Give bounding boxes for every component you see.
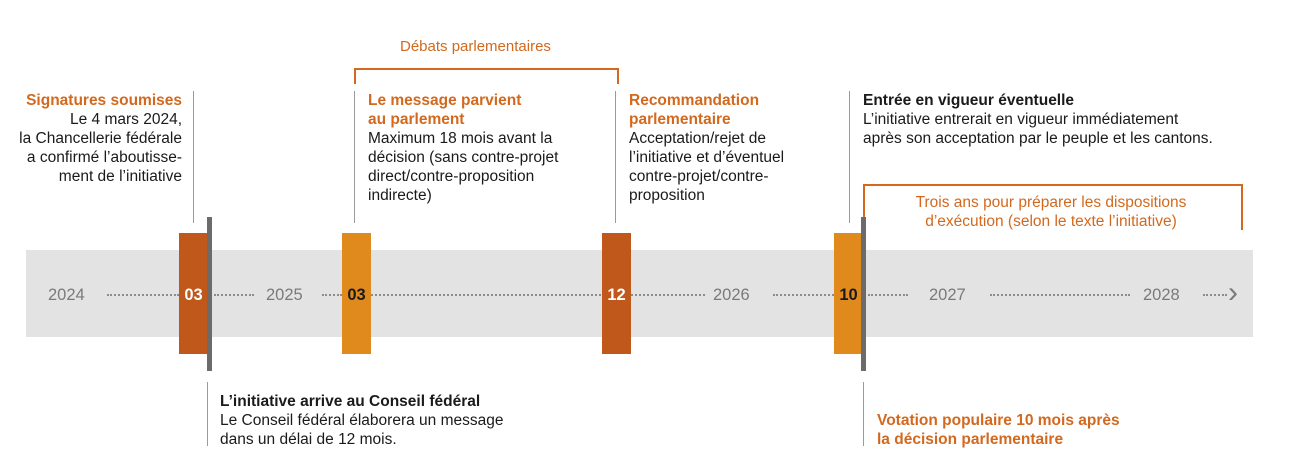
year-label: 2025	[266, 286, 303, 304]
event-signatures-line: ment de l’initiative	[58, 168, 182, 185]
event-conseil-line: dans un délai de 12 mois.	[220, 431, 397, 448]
event-trois-ans: Trois ans pour préparer les dispositions…	[870, 193, 1232, 231]
event-trois-ans-line: Trois ans pour préparer les dispositions	[915, 194, 1187, 211]
event-message-title: au parlement	[368, 111, 465, 128]
event-recommandation-line: contre-projet/contre-	[629, 168, 769, 185]
event-conseil-title: L’initiative arrive au Conseil fédéral	[220, 393, 481, 410]
connector-recommandation	[615, 91, 616, 223]
marker-block-march-2024	[179, 233, 208, 354]
debats-parlementaires-label: Débats parlementaires	[400, 38, 551, 55]
timeline-dots	[990, 294, 1130, 296]
event-votation: Votation populaire 10 mois après la déci…	[877, 411, 1177, 449]
event-message-line: Maximum 18 mois avant la	[368, 130, 553, 147]
marker-bar-votation	[861, 217, 866, 371]
marker-label: 10	[839, 286, 858, 304]
timeline-dots	[107, 294, 179, 296]
event-signatures-line: la Chancellerie fédérale	[19, 130, 182, 147]
event-message-title: Le message parvient	[368, 92, 522, 109]
event-trois-ans-line: d’exécution (selon le texte l’initiative…	[925, 213, 1177, 230]
timeline-dots	[214, 294, 254, 296]
connector-votation	[863, 382, 864, 446]
marker-label: 03	[184, 286, 203, 304]
event-signatures-line: Le 4 mars 2024,	[69, 111, 182, 128]
timeline-dots	[868, 294, 908, 296]
event-signatures-line: a confirmé l’aboutisse-	[26, 149, 182, 166]
timeline-dots	[773, 294, 834, 296]
timeline-band	[26, 250, 1253, 337]
event-entree: Entrée en vigueur éventuelle L’initiativ…	[863, 91, 1283, 148]
timeline-dots	[1203, 294, 1227, 296]
marker-label: 12	[607, 286, 626, 304]
connector-signatures	[193, 91, 194, 223]
event-recommandation-line: Acceptation/rejet de	[629, 130, 767, 147]
year-label: 2024	[48, 286, 85, 304]
marker-bar-conseil	[207, 217, 212, 371]
event-entree-title: Entrée en vigueur éventuelle	[863, 92, 1075, 109]
event-signatures-title: Signatures soumises	[26, 92, 182, 109]
year-label: 2028	[1143, 286, 1180, 304]
event-recommandation-title: parlementaire	[629, 111, 731, 128]
connector-message	[354, 91, 355, 223]
year-label: 2026	[713, 286, 750, 304]
connector-entree	[849, 91, 850, 223]
trois-ans-bracket	[863, 184, 1243, 230]
event-message-line: direct/contre-proposition	[368, 168, 535, 185]
event-votation-title: Votation populaire 10 mois après	[877, 412, 1120, 429]
marker-block-oct-2026	[834, 233, 863, 354]
event-entree-line: L’initiative entrerait en vigueur immédi…	[863, 111, 1179, 128]
event-recommandation-line: l’initiative et d’éventuel	[629, 149, 785, 166]
connector-conseil	[207, 382, 208, 446]
event-entree-line: après son acceptation par le peuple et l…	[863, 130, 1213, 147]
event-message-line: décision (sans contre-projet	[368, 149, 559, 166]
event-signatures: Signatures soumises Le 4 mars 2024, la C…	[0, 91, 182, 186]
event-conseil-line: Le Conseil fédéral élaborera un message	[220, 412, 504, 429]
debats-bracket	[354, 68, 619, 84]
timeline-dots	[371, 294, 601, 296]
event-recommandation: Recommandation parlementaire Acceptation…	[629, 91, 839, 205]
marker-block-march-2025	[342, 233, 371, 354]
event-message: Le message parvient au parlement Maximum…	[368, 91, 608, 205]
year-label: 2027	[929, 286, 966, 304]
event-conseil: L’initiative arrive au Conseil fédéral L…	[220, 392, 580, 449]
event-recommandation-line: proposition	[629, 187, 705, 204]
timeline-dots	[631, 294, 705, 296]
event-votation-title: la décision parlementaire	[877, 431, 1064, 448]
event-message-line: indirecte)	[368, 187, 432, 204]
timeline-dots	[322, 294, 342, 296]
timeline-arrow-icon: ›	[1228, 276, 1238, 309]
marker-block-dec-2025	[602, 233, 631, 354]
event-recommandation-title: Recommandation	[629, 92, 760, 109]
marker-label: 03	[347, 286, 366, 304]
